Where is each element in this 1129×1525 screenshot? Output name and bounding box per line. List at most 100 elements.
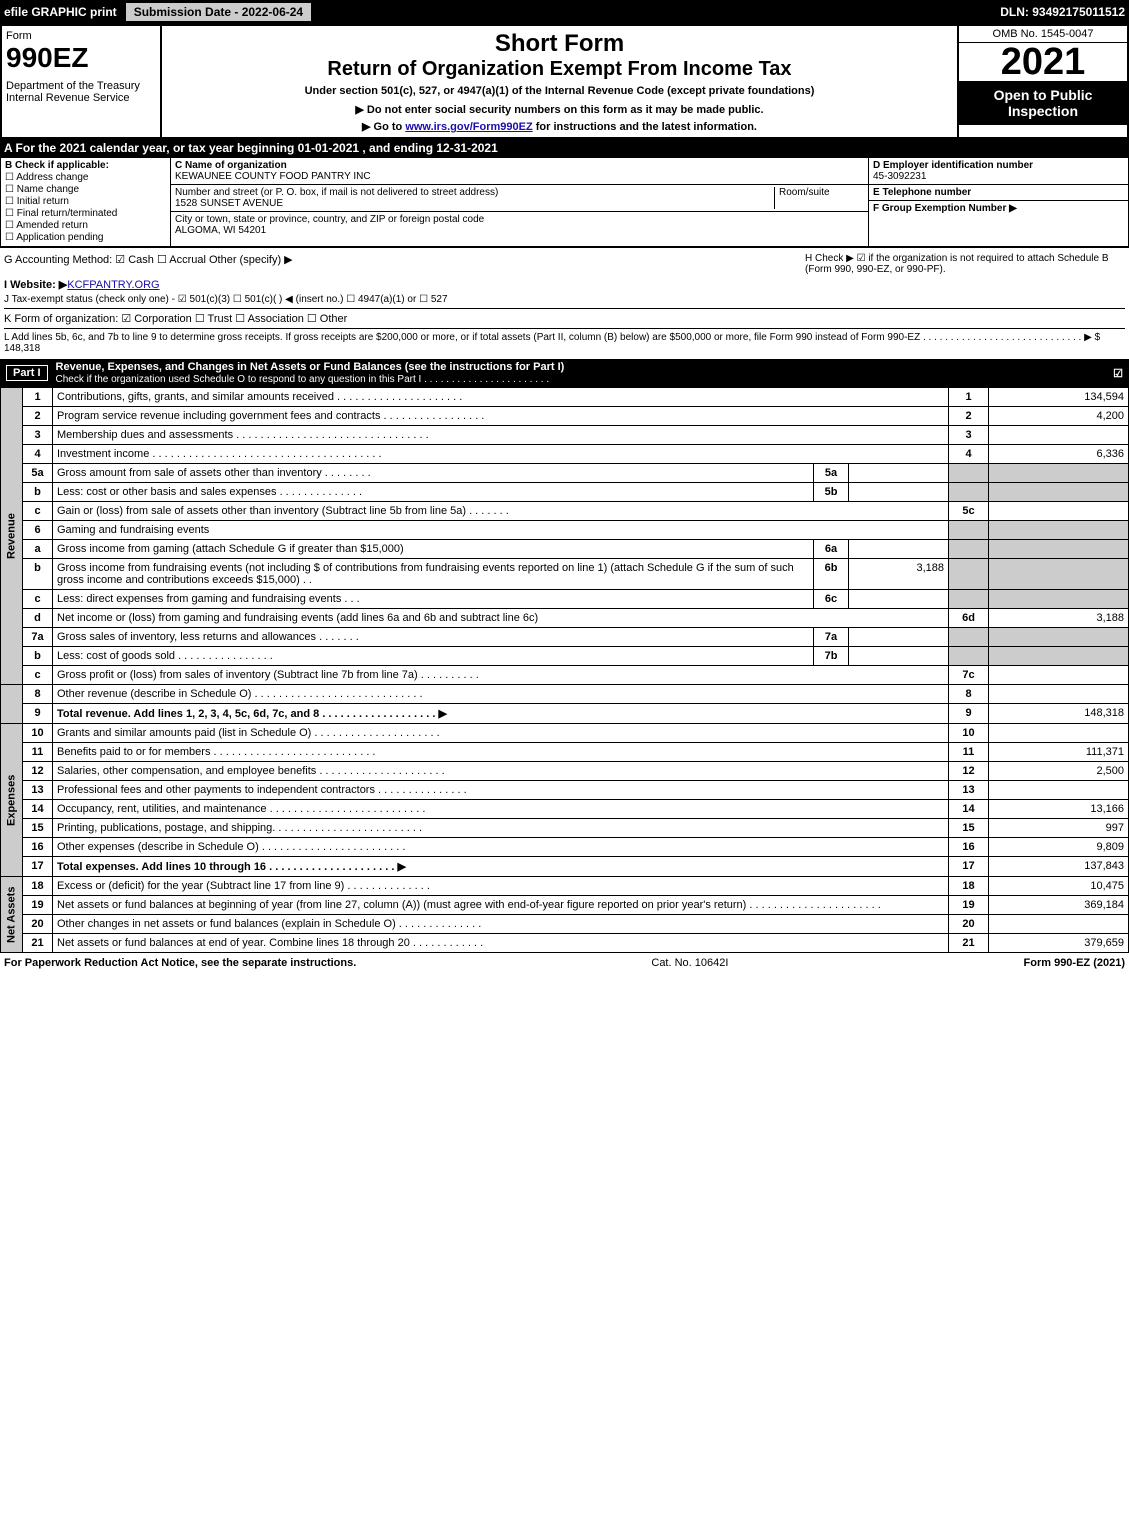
l9-text: Total revenue. Add lines 1, 2, 3, 4, 5c,… <box>53 704 949 724</box>
l10-text: Grants and similar amounts paid (list in… <box>53 724 949 743</box>
l18-text: Excess or (deficit) for the year (Subtra… <box>53 877 949 896</box>
footer-cat: Cat. No. 10642I <box>651 957 728 969</box>
l6d-num: d <box>23 609 53 628</box>
line-h: H Check ▶ ☑ if the organization is not r… <box>805 253 1125 275</box>
l6c-num: c <box>23 590 53 609</box>
tax-year: 2021 <box>959 43 1127 81</box>
l6c-text: Less: direct expenses from gaming and fu… <box>53 590 814 609</box>
l6b-num: b <box>23 559 53 590</box>
l8-num: 8 <box>23 685 53 704</box>
l17-ref: 17 <box>949 857 989 877</box>
l18-amt: 10,475 <box>989 877 1129 896</box>
l19-amt: 369,184 <box>989 896 1129 915</box>
l12-text: Salaries, other compensation, and employ… <box>53 762 949 781</box>
l4-text: Investment income . . . . . . . . . . . … <box>53 445 949 464</box>
l7a-sub: 7a <box>814 628 849 647</box>
l6c-subamt <box>849 590 949 609</box>
l6-num: 6 <box>23 521 53 540</box>
chk-amended: ☐ Amended return <box>5 220 166 231</box>
l3-ref: 3 <box>949 426 989 445</box>
l6b-sub: 6b <box>814 559 849 590</box>
l15-text: Printing, publications, postage, and shi… <box>53 819 949 838</box>
street: 1528 SUNSET AVENUE <box>175 198 283 209</box>
l4-amt: 6,336 <box>989 445 1129 464</box>
tel-row: E Telephone number <box>869 185 1128 201</box>
street-label: Number and street (or P. O. box, if mail… <box>175 187 498 198</box>
ein: 45-3092231 <box>873 171 926 182</box>
l5b-amt <box>989 483 1129 502</box>
l7b-subamt <box>849 647 949 666</box>
l13-ref: 13 <box>949 781 989 800</box>
group-row: F Group Exemption Number ▶ <box>869 201 1128 216</box>
part1-sub: Check if the organization used Schedule … <box>56 374 550 385</box>
footer: For Paperwork Reduction Act Notice, see … <box>0 953 1129 973</box>
l19-ref: 19 <box>949 896 989 915</box>
l14-ref: 14 <box>949 800 989 819</box>
l20-text: Other changes in net assets or fund bala… <box>53 915 949 934</box>
chk-name: ☐ Name change <box>5 184 166 195</box>
section-a: A For the 2021 calendar year, or tax yea… <box>0 139 1129 157</box>
l8-text: Other revenue (describe in Schedule O) .… <box>53 685 949 704</box>
l10-amt <box>989 724 1129 743</box>
l6a-num: a <box>23 540 53 559</box>
chk-initial: ☐ Initial return <box>5 196 166 207</box>
group-label: F Group Exemption Number ▶ <box>873 203 1017 214</box>
l1-amt: 134,594 <box>989 388 1129 407</box>
l7a-text: Gross sales of inventory, less returns a… <box>53 628 814 647</box>
l21-text: Net assets or fund balances at end of ye… <box>53 934 949 953</box>
l5a-subamt <box>849 464 949 483</box>
irs-label: Internal Revenue Service <box>6 92 156 104</box>
l15-ref: 15 <box>949 819 989 838</box>
l12-num: 12 <box>23 762 53 781</box>
l19-num: 19 <box>23 896 53 915</box>
line-j: J Tax-exempt status (check only one) - ☑… <box>4 294 1125 305</box>
l16-ref: 16 <box>949 838 989 857</box>
revenue-side-cont <box>1 685 23 724</box>
chk-final: ☐ Final return/terminated <box>5 208 166 219</box>
l13-num: 13 <box>23 781 53 800</box>
revenue-table: Revenue 1 Contributions, gifts, grants, … <box>0 387 1129 953</box>
l1-ref: 1 <box>949 388 989 407</box>
return-title: Return of Organization Exempt From Incom… <box>166 58 953 81</box>
l2-amt: 4,200 <box>989 407 1129 426</box>
l7c-amt <box>989 666 1129 685</box>
l5c-amt <box>989 502 1129 521</box>
l6-amt <box>989 521 1129 540</box>
l13-text: Professional fees and other payments to … <box>53 781 949 800</box>
l6b-amt <box>989 559 1129 590</box>
line-g: G Accounting Method: ☑ Cash ☐ Accrual Ot… <box>4 253 805 275</box>
l20-amt <box>989 915 1129 934</box>
l1-text: Contributions, gifts, grants, and simila… <box>53 388 949 407</box>
l5a-sub: 5a <box>814 464 849 483</box>
footer-right: Form 990-EZ (2021) <box>1024 957 1125 969</box>
l7a-ref <box>949 628 989 647</box>
l1-num: 1 <box>23 388 53 407</box>
name-label: C Name of organization <box>175 160 287 171</box>
l20-num: 20 <box>23 915 53 934</box>
l2-text: Program service revenue including govern… <box>53 407 949 426</box>
l16-num: 16 <box>23 838 53 857</box>
form-header: Form 990EZ Department of the Treasury In… <box>0 24 1129 139</box>
l6c-ref <box>949 590 989 609</box>
l11-text: Benefits paid to or for members . . . . … <box>53 743 949 762</box>
goto-link[interactable]: www.irs.gov/Form990EZ <box>405 121 532 133</box>
l5a-amt <box>989 464 1129 483</box>
line-l: L Add lines 5b, 6c, and 7b to line 9 to … <box>4 328 1125 354</box>
org-name: KEWAUNEE COUNTY FOOD PANTRY INC <box>175 171 371 182</box>
l5b-ref <box>949 483 989 502</box>
l16-text: Other expenses (describe in Schedule O) … <box>53 838 949 857</box>
website-link[interactable]: KCFPANTRY.ORG <box>67 279 159 291</box>
l6-ref <box>949 521 989 540</box>
l8-amt <box>989 685 1129 704</box>
box-b: B Check if applicable: ☐ Address change … <box>1 158 171 246</box>
l6a-amt <box>989 540 1129 559</box>
header-right: OMB No. 1545-0047 2021 Open to Public In… <box>957 26 1127 137</box>
l7b-amt <box>989 647 1129 666</box>
dln: DLN: 93492175011512 <box>1000 5 1125 19</box>
l10-ref: 10 <box>949 724 989 743</box>
l14-num: 14 <box>23 800 53 819</box>
form-label: Form <box>6 30 156 42</box>
l6b-text: Gross income from fundraising events (no… <box>53 559 814 590</box>
l14-text: Occupancy, rent, utilities, and maintena… <box>53 800 949 819</box>
l7b-ref <box>949 647 989 666</box>
